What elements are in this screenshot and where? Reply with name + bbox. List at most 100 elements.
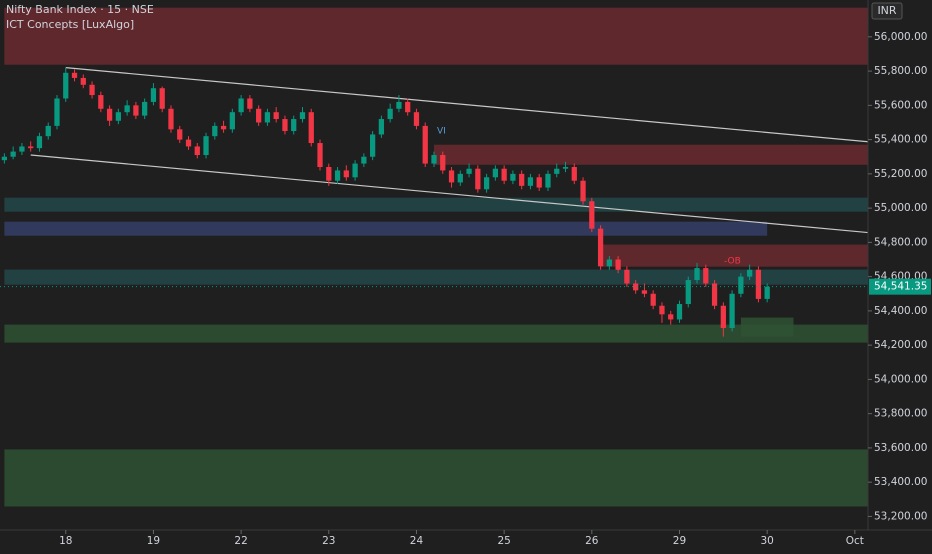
candle-body bbox=[308, 112, 314, 144]
candle-body bbox=[317, 143, 323, 168]
candle-body bbox=[10, 151, 16, 157]
candle-body bbox=[282, 119, 288, 132]
candle-body bbox=[256, 108, 262, 123]
zone bbox=[4, 449, 868, 507]
candle-body bbox=[264, 112, 271, 123]
trendline bbox=[30, 154, 868, 234]
candle-body bbox=[738, 276, 744, 294]
candle-body bbox=[536, 177, 542, 188]
candle-body bbox=[212, 125, 218, 137]
annotation: -OB bbox=[724, 257, 741, 267]
currency[interactable]: INR bbox=[877, 4, 896, 17]
candle-body bbox=[597, 228, 604, 267]
candle-body bbox=[229, 112, 235, 130]
candle-body bbox=[36, 136, 43, 149]
chart-title: Nifty Bank Index · 15 · NSE bbox=[6, 3, 154, 16]
candle-body bbox=[703, 268, 709, 284]
candle-body bbox=[571, 167, 577, 181]
candle-body bbox=[413, 112, 420, 126]
candle-body bbox=[501, 168, 507, 181]
candle-body bbox=[431, 155, 437, 164]
candle-body bbox=[650, 293, 656, 306]
y-tick-label: 55,600.00 bbox=[874, 99, 927, 111]
y-tick-label: 55,200.00 bbox=[874, 168, 927, 180]
candle-body bbox=[106, 108, 113, 121]
candle-body bbox=[115, 112, 121, 121]
candle-body bbox=[492, 168, 499, 178]
indicator-name: ICT Concepts [LuxAlgo] bbox=[6, 18, 134, 31]
trendline bbox=[65, 67, 868, 143]
candle-body bbox=[291, 119, 297, 132]
candle-body bbox=[194, 146, 200, 156]
x-tick-label: 30 bbox=[760, 535, 773, 547]
candle-body bbox=[352, 163, 358, 178]
candle-body bbox=[124, 105, 130, 113]
zone bbox=[740, 317, 794, 337]
candle-body bbox=[45, 125, 51, 137]
zone bbox=[4, 197, 868, 212]
candle-body bbox=[142, 101, 148, 116]
y-tick-label: 54,400.00 bbox=[874, 305, 927, 317]
candle-body bbox=[343, 170, 349, 178]
candle-body bbox=[755, 269, 762, 299]
x-tick-label: 19 bbox=[147, 535, 160, 547]
y-tick-label: 53,400.00 bbox=[874, 476, 927, 488]
candle-body bbox=[624, 269, 630, 284]
candle-body bbox=[185, 139, 192, 147]
candle-body bbox=[19, 146, 25, 152]
candle-body bbox=[606, 259, 612, 267]
candle-body bbox=[641, 290, 648, 294]
zone bbox=[4, 324, 868, 343]
zone bbox=[600, 244, 868, 267]
candle-body bbox=[334, 170, 341, 181]
candle-body bbox=[326, 167, 332, 181]
zone bbox=[4, 269, 868, 285]
candle-body bbox=[659, 305, 665, 315]
x-tick-label: 23 bbox=[322, 535, 335, 547]
candle-body bbox=[238, 98, 244, 113]
candle-body bbox=[475, 168, 481, 190]
candle-body bbox=[448, 170, 455, 183]
y-tick-label: 53,200.00 bbox=[874, 510, 927, 522]
candle-body bbox=[168, 108, 174, 130]
y-tick-label: 55,400.00 bbox=[874, 134, 927, 146]
candle-body bbox=[685, 280, 691, 305]
x-tick-label: 18 bbox=[59, 535, 72, 547]
candle-body bbox=[589, 201, 595, 229]
y-tick-label: 53,600.00 bbox=[874, 442, 927, 454]
candle-body bbox=[694, 268, 700, 281]
candle-body bbox=[711, 283, 718, 306]
candle-body bbox=[159, 88, 165, 109]
candle-body bbox=[1, 156, 8, 161]
candle-body bbox=[676, 304, 683, 320]
x-tick-label: 29 bbox=[673, 535, 686, 547]
candle-body bbox=[405, 101, 411, 113]
candle-body bbox=[150, 88, 157, 102]
candle-body bbox=[361, 156, 367, 164]
annotation: VI bbox=[437, 127, 446, 137]
candle-body bbox=[510, 173, 516, 181]
currency-box[interactable] bbox=[871, 2, 903, 20]
candle-body bbox=[396, 101, 402, 109]
candle-body bbox=[633, 283, 639, 291]
candle-body bbox=[747, 269, 753, 277]
y-tick-label: 55,000.00 bbox=[874, 202, 927, 214]
candle-body bbox=[729, 293, 735, 329]
x-tick-label: 25 bbox=[497, 535, 510, 547]
zone bbox=[4, 221, 768, 236]
candle-body bbox=[247, 98, 253, 109]
x-tick-label: 24 bbox=[410, 535, 424, 547]
last-price-box bbox=[869, 278, 931, 295]
candle-body bbox=[457, 173, 463, 183]
last-price-label: 54,541.35 bbox=[874, 281, 927, 293]
candle-body bbox=[562, 167, 569, 169]
candle-body bbox=[28, 146, 34, 149]
y-tick-label: 53,800.00 bbox=[874, 408, 927, 420]
candle-body bbox=[422, 125, 428, 164]
x-tick-label: 26 bbox=[585, 535, 599, 547]
zone bbox=[434, 144, 868, 165]
candle-body bbox=[299, 112, 306, 120]
candle-body bbox=[554, 168, 560, 174]
y-tick-label: 54,000.00 bbox=[874, 373, 927, 385]
